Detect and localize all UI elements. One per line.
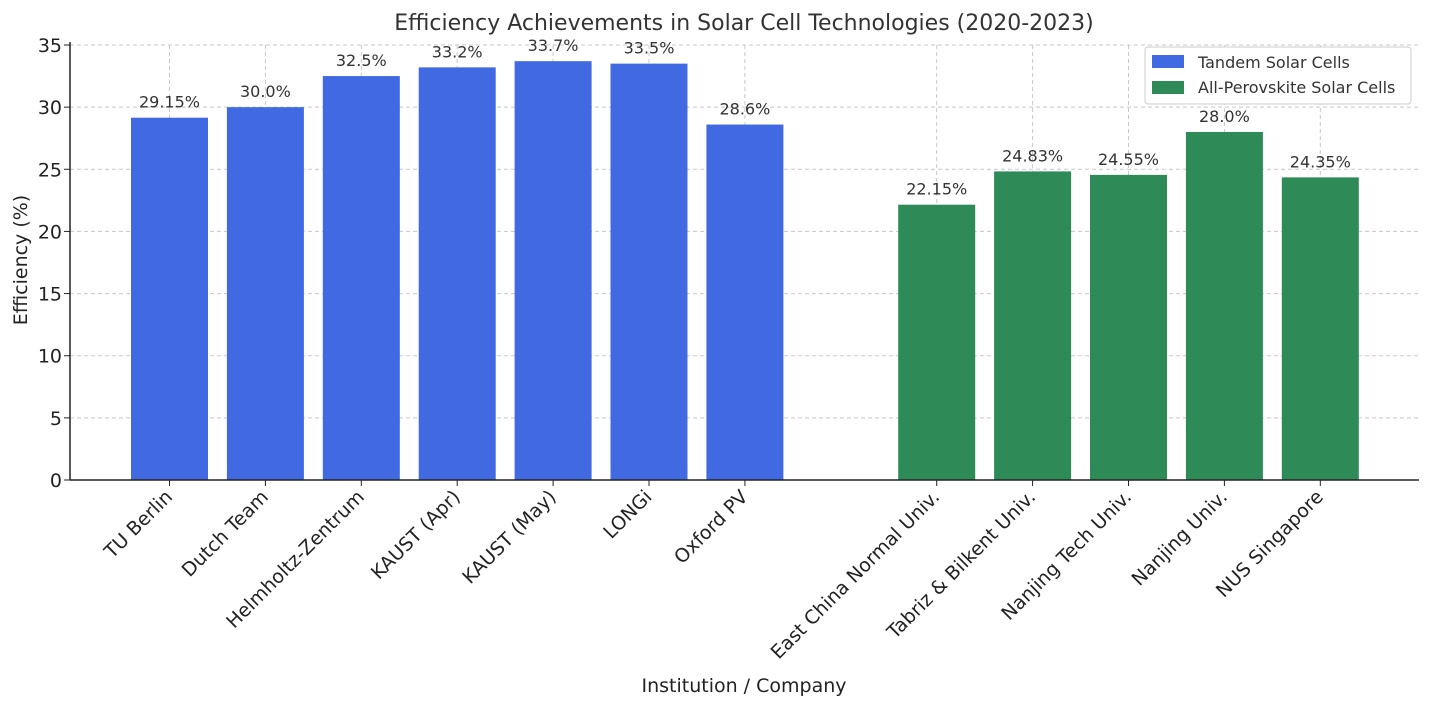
bar-dutch-team bbox=[226, 107, 304, 481]
legend-frame bbox=[1144, 46, 1412, 105]
x-tick-label: Nanjing Univ. bbox=[1128, 486, 1232, 590]
bar-tabriz-bilkent-univ bbox=[994, 171, 1072, 481]
y-tick-label: 20 bbox=[38, 221, 62, 243]
x-tick-label: Oxford PV bbox=[670, 486, 752, 568]
y-axis-label: Efficiency (%) bbox=[10, 195, 32, 325]
bar-nanjing-univ bbox=[1185, 132, 1263, 480]
bar-kaust-may bbox=[514, 61, 592, 481]
legend-label-all-perovskite: All-Perovskite Solar Cells bbox=[1198, 78, 1395, 97]
y-tick-label: 25 bbox=[38, 159, 62, 181]
value-label: 33.7% bbox=[528, 36, 579, 55]
value-label: 24.55% bbox=[1098, 150, 1159, 169]
value-label: 33.2% bbox=[432, 42, 483, 61]
bar-kaust-apr bbox=[418, 67, 496, 480]
value-label: 30.0% bbox=[240, 82, 291, 101]
y-tick-label: 10 bbox=[38, 346, 62, 368]
legend: Tandem Solar Cells All-Perovskite Solar … bbox=[1144, 46, 1412, 105]
bar-tu-berlin bbox=[131, 117, 208, 480]
x-tick-label: Dutch Team bbox=[178, 486, 273, 581]
value-label: 32.5% bbox=[336, 51, 387, 70]
y-tick-label: 0 bbox=[50, 470, 62, 492]
x-tick-label: East China Normal Univ. bbox=[767, 486, 945, 664]
value-label: 28.0% bbox=[1199, 107, 1250, 126]
bar-east-china-normal-univ bbox=[898, 204, 976, 480]
legend-swatch-all-perovskite bbox=[1152, 81, 1184, 94]
value-label: 28.6% bbox=[719, 100, 770, 119]
y-tick-label: 5 bbox=[50, 408, 62, 430]
value-label: 22.15% bbox=[906, 180, 967, 199]
y-tick-label: 35 bbox=[38, 35, 62, 57]
x-axis-label: Institution / Company bbox=[641, 675, 846, 697]
legend-label-tandem: Tandem Solar Cells bbox=[1197, 53, 1350, 72]
bar-nanjing-tech-univ bbox=[1090, 174, 1167, 480]
value-label: 29.15% bbox=[139, 93, 200, 112]
bar-helmholtz-zentrum bbox=[322, 76, 400, 481]
value-label: 24.83% bbox=[1002, 146, 1063, 165]
y-tick-label: 30 bbox=[38, 97, 62, 119]
chart-title: Efficiency Achievements in Solar Cell Te… bbox=[394, 11, 1093, 36]
x-tick-label: LONGi bbox=[599, 486, 656, 543]
y-tick-label: 15 bbox=[38, 284, 62, 306]
x-tick-label: TU Berlin bbox=[99, 486, 177, 564]
bar-nus-singapore bbox=[1281, 177, 1359, 480]
bar-longi bbox=[610, 63, 688, 481]
value-label: 33.5% bbox=[624, 39, 675, 58]
x-tick-label: KAUST (May) bbox=[458, 486, 560, 588]
x-tick-label: KAUST (Apr) bbox=[367, 486, 465, 584]
legend-swatch-tandem bbox=[1152, 55, 1184, 68]
value-label: 24.35% bbox=[1290, 152, 1351, 171]
bar-oxford-pv bbox=[706, 124, 784, 481]
